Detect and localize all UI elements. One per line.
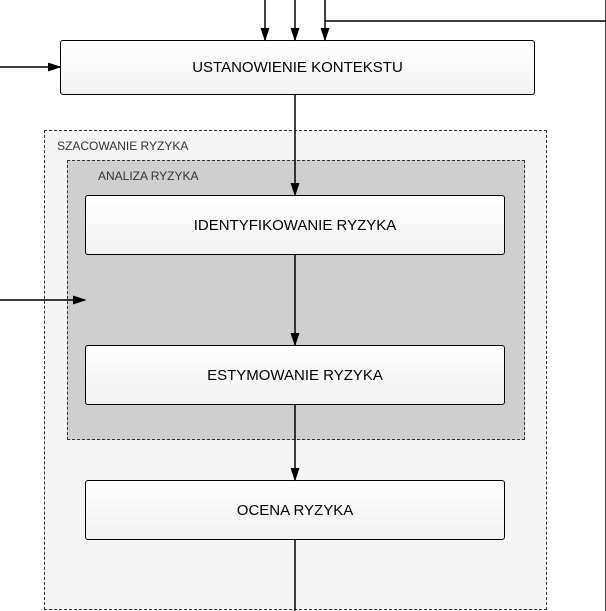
flowchart-canvas: SZACOWANIE RYZYKA ANALIZA RYZYKA USTANOW… [0,0,606,611]
node-label: OCENA RYZYKA [237,502,353,519]
group-label-analiza: ANALIZA RYZYKA [98,169,198,183]
node-identyfikowanie-ryzyka: IDENTYFIKOWANIE RYZYKA [85,195,505,255]
node-label: IDENTYFIKOWANIE RYZYKA [194,217,397,234]
node-label: USTANOWIENIE KONTEKSTU [192,59,403,76]
node-ustanowienie-kontekstu: USTANOWIENIE KONTEKSTU [60,40,535,95]
group-label-szacowanie: SZACOWANIE RYZYKA [57,139,188,153]
node-estymowanie-ryzyka: ESTYMOWANIE RYZYKA [85,345,505,405]
node-ocena-ryzyka: OCENA RYZYKA [85,480,505,540]
node-label: ESTYMOWANIE RYZYKA [207,367,383,384]
